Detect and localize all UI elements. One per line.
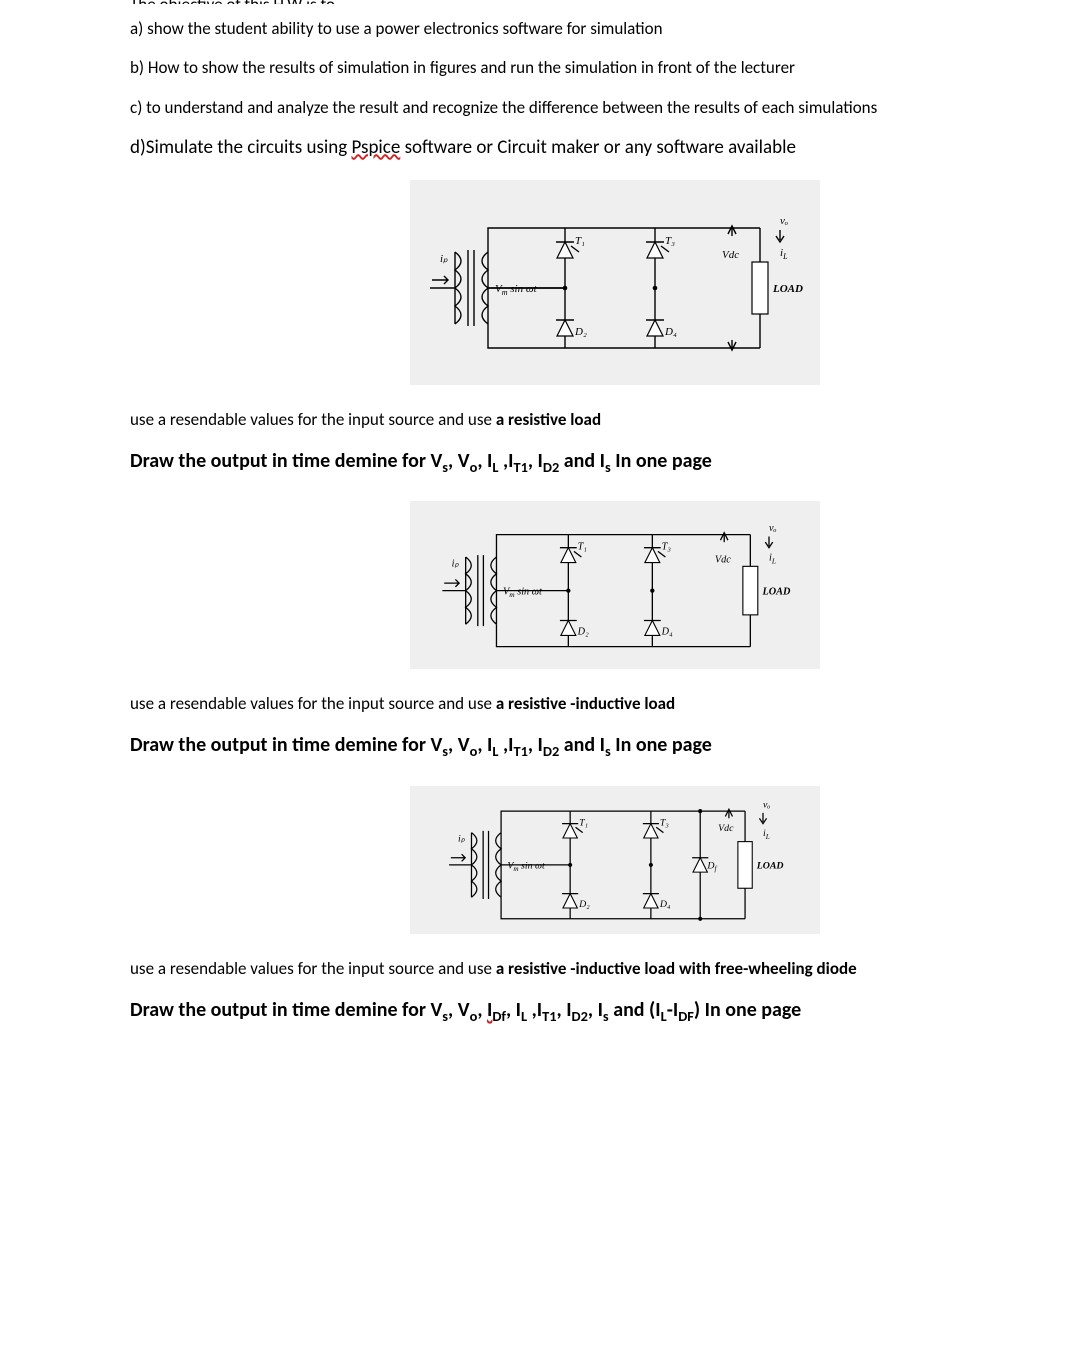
instr3-bold: a resistive -inductive load with free-wh…	[496, 958, 857, 979]
document-page: The objective of this H.W is to a) show …	[0, 0, 1068, 1341]
instr2-pre: use a resendable values for the input so…	[130, 693, 496, 714]
svg-text:Vdc: Vdc	[718, 823, 734, 834]
circuit-svg-2: iₚ Vm sin ωt T₁ T₃ D₂ D₄	[410, 501, 820, 669]
svg-text:D₄: D₄	[661, 627, 673, 638]
svg-text:LOAD: LOAD	[761, 587, 791, 598]
svg-text:LOAD: LOAD	[756, 860, 784, 871]
bullet-d: d)Simulate the circuits using Pspice sof…	[130, 136, 938, 160]
circuit-svg-1: iₚ Vm sin ωt	[410, 180, 820, 385]
svg-text:D₂: D₂	[578, 899, 590, 910]
svg-text:D₄: D₄	[664, 326, 677, 338]
bullet-a: a) show the student ability to use a pow…	[130, 18, 938, 39]
svg-text:iₚ: iₚ	[440, 253, 448, 265]
svg-text:T₁: T₁	[579, 817, 588, 828]
intro-line-clipped: The objective of this H.W is to	[130, 0, 938, 4]
instr3-pre: use a resendable values for the input so…	[130, 958, 496, 979]
instruction-2: use a resendable values for the input so…	[130, 693, 938, 714]
heading-2: Draw the output in time demine for Vs, V…	[130, 732, 938, 761]
instr1-bold: a resistive load	[496, 409, 601, 430]
svg-text:Vdc: Vdc	[722, 249, 739, 261]
svg-text:T₁: T₁	[575, 235, 585, 247]
heading-3: Draw the output in time demine for Vs, V…	[130, 997, 938, 1026]
bullet-d-pre: d)Simulate the circuits using	[130, 136, 352, 159]
svg-text:T₃: T₃	[662, 542, 672, 553]
instruction-3: use a resendable values for the input so…	[130, 958, 938, 979]
svg-text:T₃: T₃	[660, 817, 669, 828]
svg-text:vₒ: vₒ	[780, 215, 788, 227]
instruction-1: use a resendable values for the input so…	[130, 409, 938, 430]
heading-1: Draw the output in time demine for Vs, V…	[130, 448, 938, 477]
bullet-b: b) How to show the results of simulation…	[130, 57, 938, 78]
svg-text:D₂: D₂	[574, 326, 587, 338]
idf-squiggle: IDf	[487, 998, 506, 1022]
svg-text:T₃: T₃	[665, 235, 675, 247]
circuit-svg-3: iₚ Vm sin ωt T₁ T₃ D₂ D₄	[410, 786, 820, 934]
bullet-d-post: software or Circuit maker or any softwar…	[400, 136, 796, 159]
bullet-d-squiggle: Pspice	[352, 136, 401, 159]
svg-text:vₒ: vₒ	[763, 799, 770, 810]
svg-text:Vm sin ωt: Vm sin ωt	[507, 860, 545, 873]
instr2-bold: a resistive -inductive load	[496, 693, 675, 714]
svg-text:iₚ: iₚ	[452, 559, 460, 570]
svg-text:Vm sin ωt: Vm sin ωt	[503, 587, 543, 600]
svg-text:vₒ: vₒ	[769, 523, 777, 534]
svg-text:Vm sin ωt: Vm sin ωt	[495, 283, 538, 297]
svg-text:iₚ: iₚ	[458, 833, 466, 844]
circuit-figure-3: iₚ Vm sin ωt T₁ T₃ D₂ D₄	[410, 786, 820, 934]
instr1-pre: use a resendable values for the input so…	[130, 409, 496, 430]
svg-text:T₁: T₁	[578, 542, 587, 553]
svg-text:D₂: D₂	[577, 627, 589, 638]
svg-text:Vdc: Vdc	[715, 555, 731, 566]
circuit-figure-1: iₚ Vm sin ωt	[410, 180, 820, 385]
circuit-figure-2: iₚ Vm sin ωt T₁ T₃ D₂ D₄	[410, 501, 820, 669]
svg-text:D₄: D₄	[659, 899, 671, 910]
bullet-c: c) to understand and analyze the result …	[130, 97, 938, 118]
svg-text:LOAD: LOAD	[772, 283, 803, 295]
